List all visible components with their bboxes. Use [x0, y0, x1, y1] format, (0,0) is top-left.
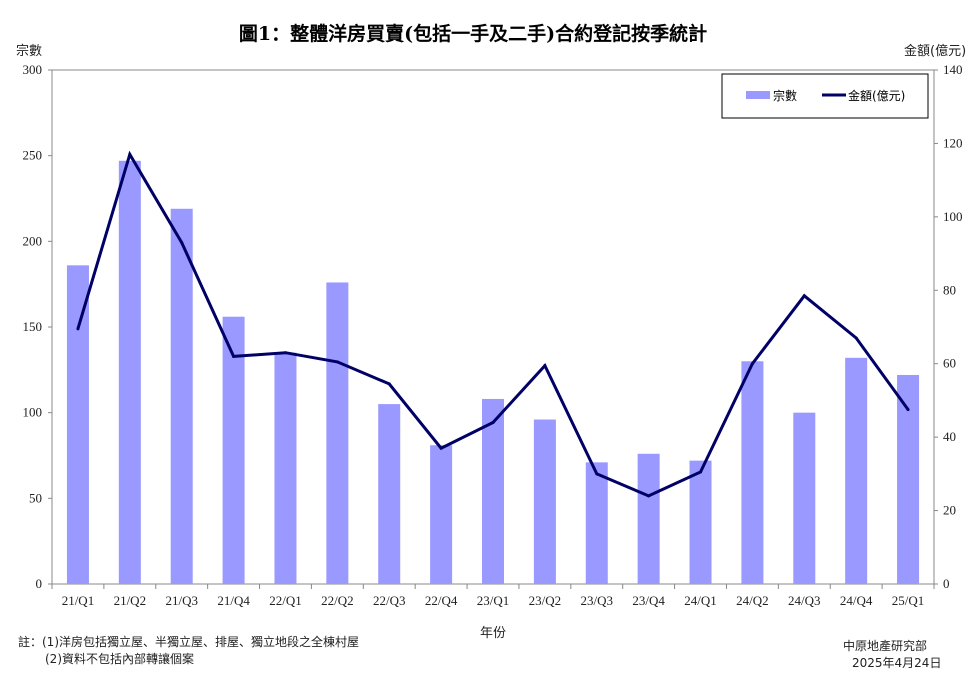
- amount-point-21/Q1: [76, 327, 80, 331]
- y2-tick-label: 40: [943, 429, 956, 444]
- legend-bar-swatch: [746, 91, 770, 99]
- x-tick-label: 22/Q1: [269, 593, 302, 608]
- x-tick-label: 23/Q2: [529, 593, 562, 608]
- line-series: [76, 150, 910, 498]
- amount-point-25/Q1: [906, 408, 910, 412]
- x-tick-label: 21/Q3: [165, 593, 198, 608]
- y2-tick-label: 0: [943, 576, 950, 591]
- bar-23/Q1: [482, 398, 504, 584]
- x-axis-label: 年份: [480, 626, 506, 641]
- y2-tick-label: 60: [943, 356, 956, 371]
- bar-25/Q1: [897, 374, 920, 584]
- amount-point-21/Q3: [180, 241, 184, 245]
- x-tick-label: 24/Q3: [788, 593, 821, 608]
- y2-axis-ticks: 0 20 40 60 80 100 120 140: [934, 62, 963, 591]
- x-tick-label: 21/Q2: [114, 593, 147, 608]
- footnote-1: 註：(1)洋房包括獨立屋、半獨立屋、排屋、獨立地段之全棟村屋: [18, 635, 360, 649]
- amount-point-24/Q3: [802, 294, 806, 298]
- amount-point-24/Q2: [750, 362, 754, 366]
- amount-point-21/Q2: [128, 152, 132, 156]
- x-tick-label: 24/Q1: [684, 593, 717, 608]
- bar-21/Q2: [118, 160, 141, 584]
- x-tick-label: 22/Q3: [373, 593, 406, 608]
- x-tick-label: 22/Q2: [321, 593, 354, 608]
- y-tick-label: 200: [23, 233, 43, 248]
- bar-series: [66, 160, 920, 584]
- y-tick-label: 150: [23, 319, 43, 334]
- x-tick-label: 23/Q3: [581, 593, 614, 608]
- bar-21/Q4: [222, 316, 245, 584]
- bar-24/Q3: [793, 412, 816, 584]
- amount-point-22/Q3: [387, 382, 391, 386]
- y-tick-label: 0: [36, 576, 43, 591]
- y2-axis-label: 金額(億元): [904, 43, 966, 59]
- x-tick-label: 22/Q4: [425, 593, 458, 608]
- y2-tick-label: 120: [943, 135, 963, 150]
- x-tick-label: 21/Q1: [62, 593, 95, 608]
- amount-point-24/Q1: [699, 470, 703, 474]
- amount-point-23/Q4: [647, 494, 651, 498]
- bar-22/Q1: [274, 352, 297, 584]
- x-tick-label: 23/Q1: [477, 593, 510, 608]
- bar-21/Q1: [66, 265, 89, 584]
- y-tick-label: 50: [29, 490, 42, 505]
- x-tick-label: 21/Q4: [217, 593, 250, 608]
- amount-point-22/Q1: [283, 351, 287, 355]
- bar-24/Q4: [845, 357, 868, 584]
- y-axis-ticks: 0 50 100 150 200 250 300: [23, 62, 52, 591]
- x-tick-label: 24/Q4: [840, 593, 873, 608]
- bar-22/Q3: [378, 404, 401, 584]
- y2-tick-label: 20: [943, 503, 956, 518]
- bar-23/Q3: [585, 462, 608, 584]
- bar-21/Q3: [170, 208, 193, 584]
- bar-23/Q4: [637, 453, 660, 584]
- bar-22/Q2: [326, 282, 349, 584]
- bar-23/Q2: [533, 419, 556, 584]
- bar-24/Q2: [741, 361, 764, 584]
- amount-point-22/Q2: [335, 360, 339, 364]
- amount-point-23/Q2: [543, 364, 547, 368]
- legend-label-amount: 金額(億元): [848, 88, 905, 103]
- amount-point-21/Q4: [232, 354, 236, 358]
- bar-22/Q4: [430, 445, 453, 584]
- footnote-2: (2)資料不包括內部轉讓個案: [45, 652, 194, 666]
- amount-point-24/Q4: [854, 336, 858, 340]
- legend-label-count: 宗數: [773, 88, 797, 103]
- amount-point-22/Q4: [439, 446, 443, 450]
- y-tick-label: 100: [23, 405, 43, 420]
- bar-24/Q1: [689, 460, 712, 584]
- x-axis-ticks: 21/Q1 21/Q2 21/Q3 21/Q4 22/Q1 22/Q2 22/Q3 22/Q4…: [51, 584, 935, 608]
- x-tick-label: 23/Q4: [632, 593, 665, 608]
- y-axis-label: 宗數: [16, 43, 42, 59]
- y-tick-label: 250: [23, 148, 43, 163]
- y2-tick-label: 140: [943, 62, 963, 77]
- y2-tick-label: 100: [943, 209, 963, 224]
- chart-title: 圖1：整體洋房買賣(包括一手及二手)合約登記按季統計: [239, 22, 707, 45]
- source-date: 2025年4月24日: [852, 656, 942, 670]
- legend: 宗數 金額(億元): [721, 73, 929, 119]
- x-tick-label: 25/Q1: [892, 593, 925, 608]
- source-org: 中原地產研究部: [843, 639, 928, 653]
- x-tick-label: 24/Q2: [736, 593, 769, 608]
- amount-point-23/Q1: [491, 420, 495, 424]
- y-tick-label: 300: [23, 62, 43, 77]
- amount-point-23/Q3: [595, 472, 599, 476]
- y2-tick-label: 80: [943, 282, 956, 297]
